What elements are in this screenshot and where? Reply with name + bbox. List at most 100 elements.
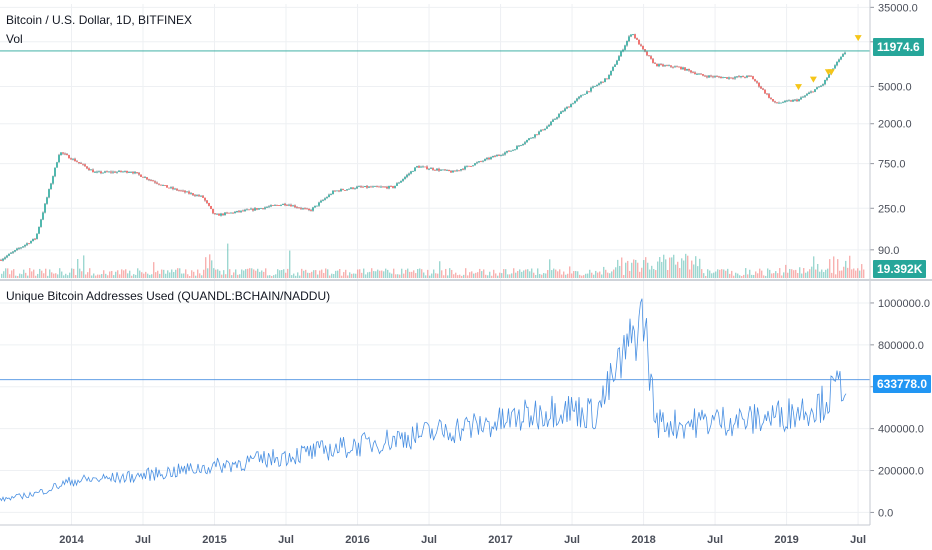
volume-bar xyxy=(337,270,339,278)
volume-bar xyxy=(249,268,251,278)
volume-bar xyxy=(161,269,163,278)
volume-bar xyxy=(531,268,533,278)
address-tick-label: 1000000.0 xyxy=(878,298,930,310)
price-candle-body xyxy=(240,210,242,212)
volume-bar xyxy=(803,268,805,278)
price-candle-body xyxy=(552,119,554,122)
volume-bar xyxy=(641,267,643,278)
price-candle-body xyxy=(812,91,814,93)
volume-bar xyxy=(321,269,323,278)
price-candle-body xyxy=(496,155,498,157)
volume-bar xyxy=(649,269,651,278)
price-candle-body xyxy=(562,111,564,112)
address-tick-label: 400000.0 xyxy=(878,424,924,436)
volume-bar xyxy=(241,269,243,278)
volume-bar xyxy=(71,268,73,278)
volume-bar xyxy=(571,273,573,278)
price-candle-body xyxy=(684,67,686,71)
volume-bar xyxy=(155,272,157,278)
volume-bar xyxy=(757,273,759,278)
volume-bar xyxy=(863,269,865,278)
price-candle-body xyxy=(634,34,636,39)
price-candle-body xyxy=(446,169,448,171)
price-candle-body xyxy=(258,208,260,210)
volume-bar xyxy=(477,272,479,278)
volume-bar xyxy=(741,275,743,278)
price-candle-body xyxy=(532,137,534,139)
volume-bar xyxy=(291,275,293,278)
price-candle-body xyxy=(146,177,148,180)
price-candle-body xyxy=(530,137,532,139)
price-candle-body xyxy=(480,161,482,163)
price-candle-body xyxy=(774,101,776,103)
price-candle-body xyxy=(296,207,298,208)
volume-bar xyxy=(715,271,717,278)
volume-bar xyxy=(13,269,15,278)
volume-bar xyxy=(31,271,33,278)
price-candle-body xyxy=(636,38,638,40)
volume-bar xyxy=(81,271,83,278)
volume-bar xyxy=(275,274,277,278)
volume-bar xyxy=(845,260,847,278)
volume-bar xyxy=(633,259,635,278)
price-candle-body xyxy=(196,195,198,196)
volume-bar xyxy=(261,270,263,278)
volume-bar xyxy=(25,272,27,278)
volume-bar xyxy=(555,269,557,278)
price-candle-body xyxy=(834,65,836,69)
price-candle-body xyxy=(192,193,194,196)
price-candle-body xyxy=(592,86,594,88)
volume-bar xyxy=(483,269,485,278)
volume-bar xyxy=(713,272,715,278)
price-candle-body xyxy=(732,78,734,80)
volume-bar xyxy=(849,255,851,278)
price-candle-body xyxy=(66,153,68,156)
price-candle-body xyxy=(514,149,516,151)
volume-bar xyxy=(657,261,659,278)
volume-bar xyxy=(313,270,315,278)
volume-bar xyxy=(611,271,613,278)
volume-bar xyxy=(839,270,841,278)
price-candle-body xyxy=(686,68,688,71)
volume-bar xyxy=(813,256,815,278)
price-candle-body xyxy=(374,186,376,187)
price-candle-body xyxy=(500,155,502,157)
price-candle-body xyxy=(716,76,718,78)
price-candle-body xyxy=(22,246,24,248)
volume-bar xyxy=(207,268,209,278)
price-candle-body xyxy=(314,205,316,208)
price-candle-body xyxy=(162,185,164,186)
price-candle-body xyxy=(316,205,318,207)
volume-bar xyxy=(817,263,819,278)
volume-bar xyxy=(83,255,85,278)
volume-bar xyxy=(147,273,149,278)
price-candle-body xyxy=(166,185,168,188)
volume-bar xyxy=(181,273,183,278)
volume-bar xyxy=(579,274,581,278)
volume-bar xyxy=(835,274,837,278)
volume-bar xyxy=(425,275,427,278)
price-candle-body xyxy=(702,74,704,76)
price-candle-body xyxy=(278,205,280,206)
price-candle-body xyxy=(184,190,186,193)
price-candle-body xyxy=(510,150,512,152)
time-tick-label: Jul xyxy=(421,534,437,546)
volume-bar xyxy=(729,273,731,278)
price-candle-body xyxy=(654,62,656,64)
price-candle-body xyxy=(710,75,712,77)
price-candle-body xyxy=(708,75,710,78)
volume-bar xyxy=(253,269,255,278)
volume-bar xyxy=(211,260,213,278)
volume-bar xyxy=(419,268,421,278)
price-candle-body xyxy=(484,159,486,161)
volume-bar xyxy=(573,271,575,278)
price-candle-body xyxy=(370,186,372,188)
volume-bar xyxy=(339,269,341,278)
price-candle-body xyxy=(188,191,190,194)
volume-bar xyxy=(753,274,755,278)
volume-bar xyxy=(285,272,287,278)
price-candle-body xyxy=(498,155,500,156)
volume-bar xyxy=(743,274,745,278)
price-candle-body xyxy=(186,191,188,193)
